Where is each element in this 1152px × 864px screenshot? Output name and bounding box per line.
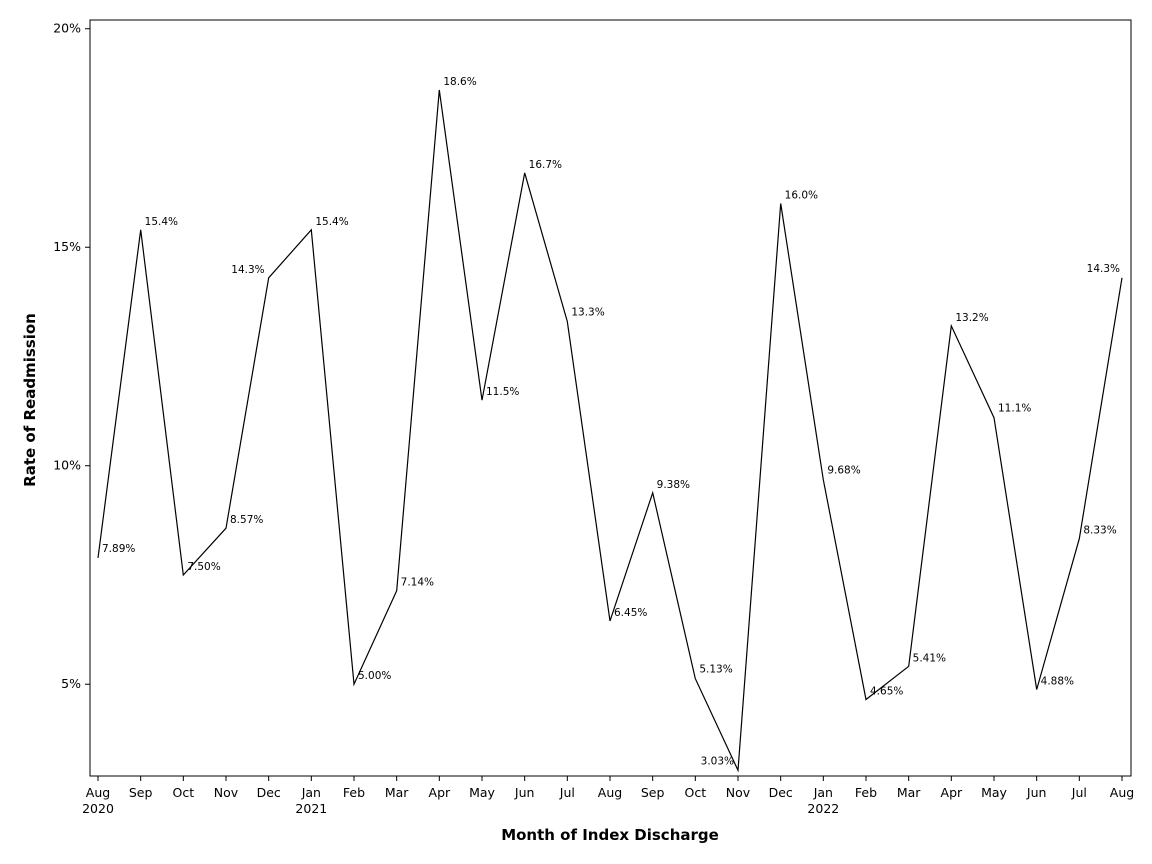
data-point-label: 7.14% (401, 577, 434, 589)
data-point-label: 5.00% (358, 670, 391, 682)
x-year-label: 2020 (82, 801, 114, 816)
data-point-label: 14.3% (231, 264, 264, 276)
x-tick-label: Aug (1110, 785, 1134, 800)
x-axis-title: Month of Index Discharge (501, 826, 719, 844)
y-tick-label: 5% (61, 676, 81, 691)
x-axis: Aug Sep Oct Nov Dec Jan Feb Mar Apr May Jun Jul Aug S… (82, 776, 1134, 816)
x-tick-label: Jun (1026, 785, 1047, 800)
x-tick-label: Oct (173, 785, 195, 800)
x-tick-label: Oct (685, 785, 707, 800)
data-point-label: 11.5% (486, 386, 519, 398)
series-line (97, 89, 1123, 773)
x-tick-label: May (469, 785, 495, 800)
x-tick-label: Feb (855, 785, 877, 800)
x-tick-label: Jan (301, 785, 321, 800)
data-point-label: 16.7% (529, 159, 562, 171)
x-tick-label: Sep (641, 785, 665, 800)
x-tick-label: Apr (941, 785, 963, 800)
x-tick-label: Nov (214, 785, 239, 800)
x-tick-label: Jul (1071, 785, 1087, 800)
x-tick-label: Nov (726, 785, 751, 800)
x-tick-label: Apr (429, 785, 451, 800)
x-tick-label: Mar (897, 785, 921, 800)
x-tick-label: Sep (129, 785, 153, 800)
x-tick-label: Jun (514, 785, 535, 800)
data-point-label: 14.3% (1087, 263, 1120, 275)
data-point-label: 4.88% (1041, 675, 1074, 687)
data-point-label: 4.65% (870, 686, 903, 698)
data-point-label: 18.6% (443, 76, 476, 88)
y-tick-label: 15% (53, 239, 81, 254)
x-tick-label: Jul (559, 785, 575, 800)
data-point-label: 15.4% (315, 216, 348, 228)
data-point-label: 7.89% (102, 543, 135, 555)
data-point-label: 8.57% (230, 514, 263, 526)
y-tick-label: 10% (53, 458, 81, 473)
data-point-label: 9.68% (827, 465, 860, 477)
y-axis: 5% 10% 15% 20% (53, 21, 90, 691)
x-tick-label: Dec (257, 785, 281, 800)
x-tick-label: Aug (86, 785, 110, 800)
data-point-label: 13.3% (571, 307, 604, 319)
x-tick-label: Jan (813, 785, 833, 800)
plot-frame (89, 19, 1132, 777)
data-point-label: 5.41% (913, 652, 946, 664)
y-tick-label: 20% (53, 21, 81, 36)
data-point-label: 13.2% (955, 312, 988, 324)
data-point-label: 3.03% (701, 755, 734, 767)
data-point-label: 16.0% (785, 190, 818, 202)
y-axis-title: Rate of Readmission (21, 313, 39, 487)
x-tick-label: Aug (598, 785, 622, 800)
x-tick-label: Mar (385, 785, 409, 800)
data-point-label: 6.45% (614, 607, 647, 619)
x-year-label: 2021 (295, 801, 327, 816)
data-point-label: 9.38% (657, 479, 690, 491)
data-point-label: 5.13% (699, 664, 732, 676)
data-point-label: 7.50% (187, 561, 220, 573)
data-point-label: 8.33% (1083, 525, 1116, 537)
data-labels: 7.89% 15.4% 7.50% 8.57% 14.3% 15.4% 5.00% 7.14%… (102, 76, 1120, 767)
x-year-label: 2022 (807, 801, 839, 816)
x-tick-label: Feb (343, 785, 365, 800)
data-point-label: 11.1% (998, 403, 1031, 415)
x-tick-label: May (981, 785, 1007, 800)
x-tick-label: Dec (769, 785, 793, 800)
data-point-label: 15.4% (145, 216, 178, 228)
